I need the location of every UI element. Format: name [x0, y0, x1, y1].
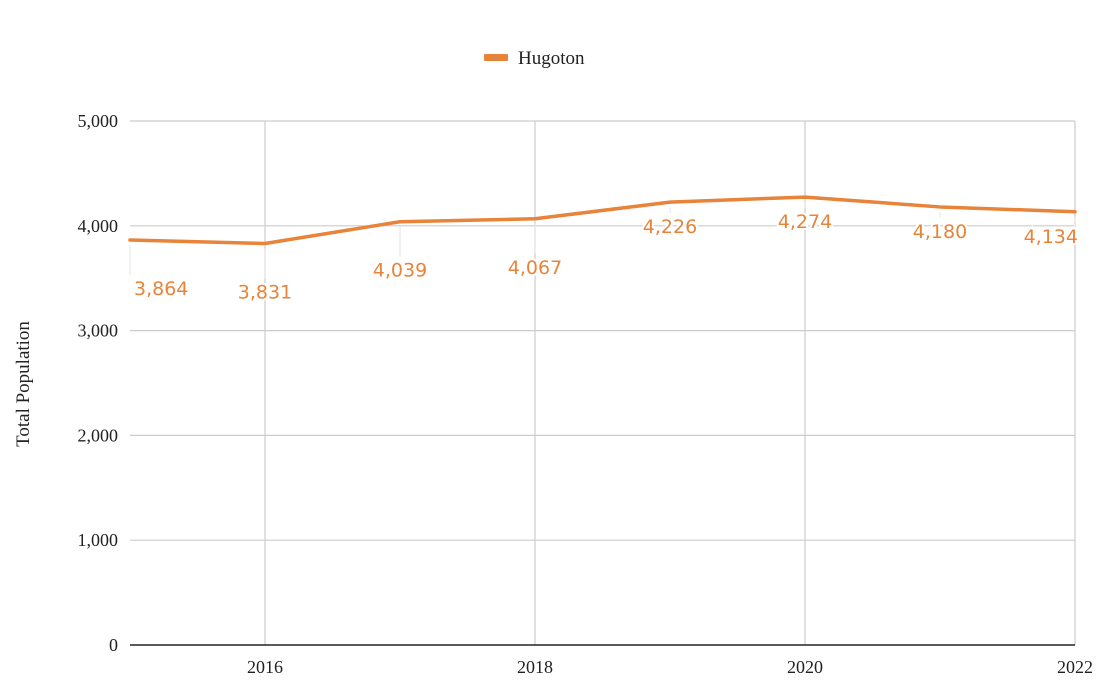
y-tick-label: 5,000 — [78, 111, 119, 131]
data-label: 3,831 — [238, 282, 292, 304]
series-line-hugoton — [128, 195, 1077, 246]
y-tick-label: 0 — [109, 635, 118, 655]
data-point — [803, 195, 807, 199]
y-tick-label: 1,000 — [78, 530, 119, 550]
data-labels: 3,864 3,831 4,039 4,067 4,226 4,274 4,180 4,134 — [129, 202, 1080, 306]
series-layer — [128, 195, 1077, 246]
gridlines — [130, 120, 1076, 645]
data-point — [263, 242, 267, 246]
x-tick-label: 2018 — [517, 657, 553, 677]
data-point — [398, 220, 402, 224]
data-point — [533, 217, 537, 221]
y-axis-title: Total Population — [13, 321, 34, 447]
data-label: 4,226 — [643, 216, 697, 238]
x-tick-label: 2016 — [247, 657, 283, 677]
data-point — [938, 205, 942, 209]
data-label: 4,180 — [913, 221, 967, 243]
x-tick-label: 2020 — [787, 657, 823, 677]
x-axis-ticks: 2016 2018 2020 2022 — [247, 657, 1093, 677]
data-label: 4,274 — [778, 211, 832, 233]
y-axis-ticks: 0 1,000 2,000 3,000 4,000 5,000 — [78, 111, 119, 655]
y-tick-label: 3,000 — [78, 321, 119, 341]
legend-label: Hugoton — [518, 48, 585, 69]
legend[interactable]: Hugoton — [484, 48, 585, 69]
data-label: 4,067 — [508, 257, 562, 279]
y-tick-label: 4,000 — [78, 216, 119, 236]
y-tick-label: 2,000 — [78, 425, 119, 445]
legend-swatch — [484, 54, 508, 61]
data-label: 3,864 — [134, 278, 188, 300]
data-label: 4,134 — [1024, 226, 1078, 248]
x-tick-label: 2022 — [1057, 657, 1093, 677]
data-label: 4,039 — [373, 260, 427, 282]
data-point — [668, 200, 672, 204]
data-point — [1073, 210, 1077, 214]
data-point — [128, 238, 132, 242]
